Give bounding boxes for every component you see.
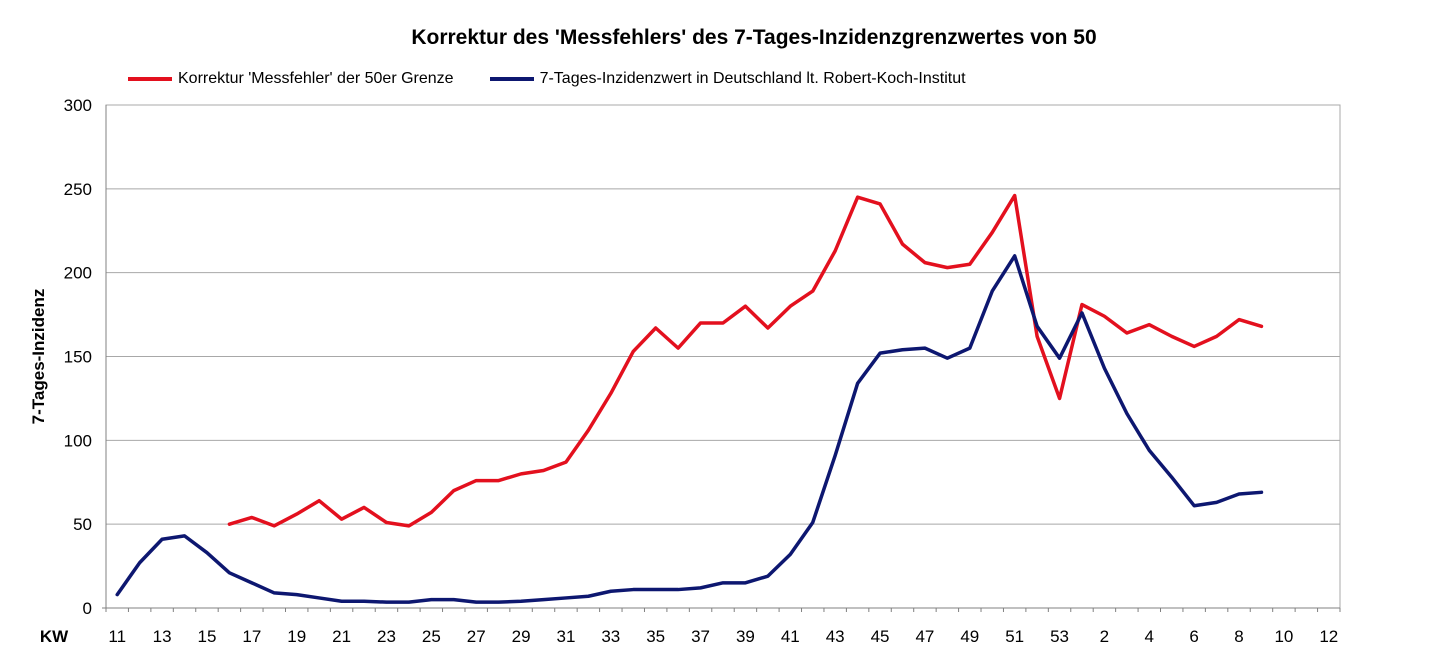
x-tick-label: 6 (1189, 627, 1198, 646)
x-tick-label: 23 (377, 627, 396, 646)
x-tick-label: 33 (601, 627, 620, 646)
x-tick-label: 19 (287, 627, 306, 646)
legend: Korrektur 'Messfehler' der 50er Grenze 7… (128, 68, 1002, 90)
x-tick-label: 39 (736, 627, 755, 646)
x-tick-label: 27 (467, 627, 486, 646)
x-tick-label: 29 (512, 627, 531, 646)
y-tick-label: 0 (83, 599, 92, 618)
y-axis-label: 7-Tages-Inzidenz (29, 289, 48, 425)
y-tick-label: 100 (64, 431, 92, 450)
y-tick-label: 150 (64, 348, 92, 367)
x-tick-label: 53 (1050, 627, 1069, 646)
x-tick-label: 37 (691, 627, 710, 646)
x-tick-label: 49 (960, 627, 979, 646)
x-tick-label: 51 (1005, 627, 1024, 646)
x-tick-label: 12 (1319, 627, 1338, 646)
y-tick-label: 50 (73, 515, 92, 534)
x-tick-label: 21 (332, 627, 351, 646)
x-tick-label: 8 (1234, 627, 1243, 646)
y-tick-label: 200 (64, 264, 92, 283)
x-tick-label: 17 (242, 627, 261, 646)
x-tick-label: 41 (781, 627, 800, 646)
series-line-correction (227, 193, 1264, 528)
x-tick-label: 2 (1100, 627, 1109, 646)
x-tick-label: 35 (646, 627, 665, 646)
x-tick-label: 11 (108, 627, 126, 646)
legend-swatch-rki (489, 77, 534, 81)
legend-swatch-correction (128, 77, 172, 81)
x-tick-label: 25 (422, 627, 441, 646)
x-tick-label: 43 (826, 627, 845, 646)
x-tick-label: 47 (915, 627, 934, 646)
series-line-rki (115, 254, 1264, 604)
x-tick-label: 31 (556, 627, 575, 646)
x-axis-label: KW (40, 627, 69, 646)
x-tick-label: 45 (871, 627, 890, 646)
x-tick-label: 10 (1274, 627, 1293, 646)
x-tick-label: 4 (1145, 627, 1154, 646)
legend-item-rki: 7-Tages-Inzidenzwert in Deutschland lt. … (489, 70, 966, 88)
legend-label-correction: Korrektur 'Messfehler' der 50er Grenze (178, 70, 454, 87)
y-tick-label: 250 (64, 180, 92, 199)
chart-title: Korrektur des 'Messfehlers' des 7-Tages-… (411, 26, 1097, 49)
legend-label-rki: 7-Tages-Inzidenzwert in Deutschland lt. … (539, 70, 966, 87)
y-tick-label: 300 (64, 96, 92, 115)
legend-item-correction: Korrektur 'Messfehler' der 50er Grenze (128, 70, 454, 88)
x-tick-label: 15 (198, 627, 217, 646)
x-tick-label: 13 (153, 627, 172, 646)
